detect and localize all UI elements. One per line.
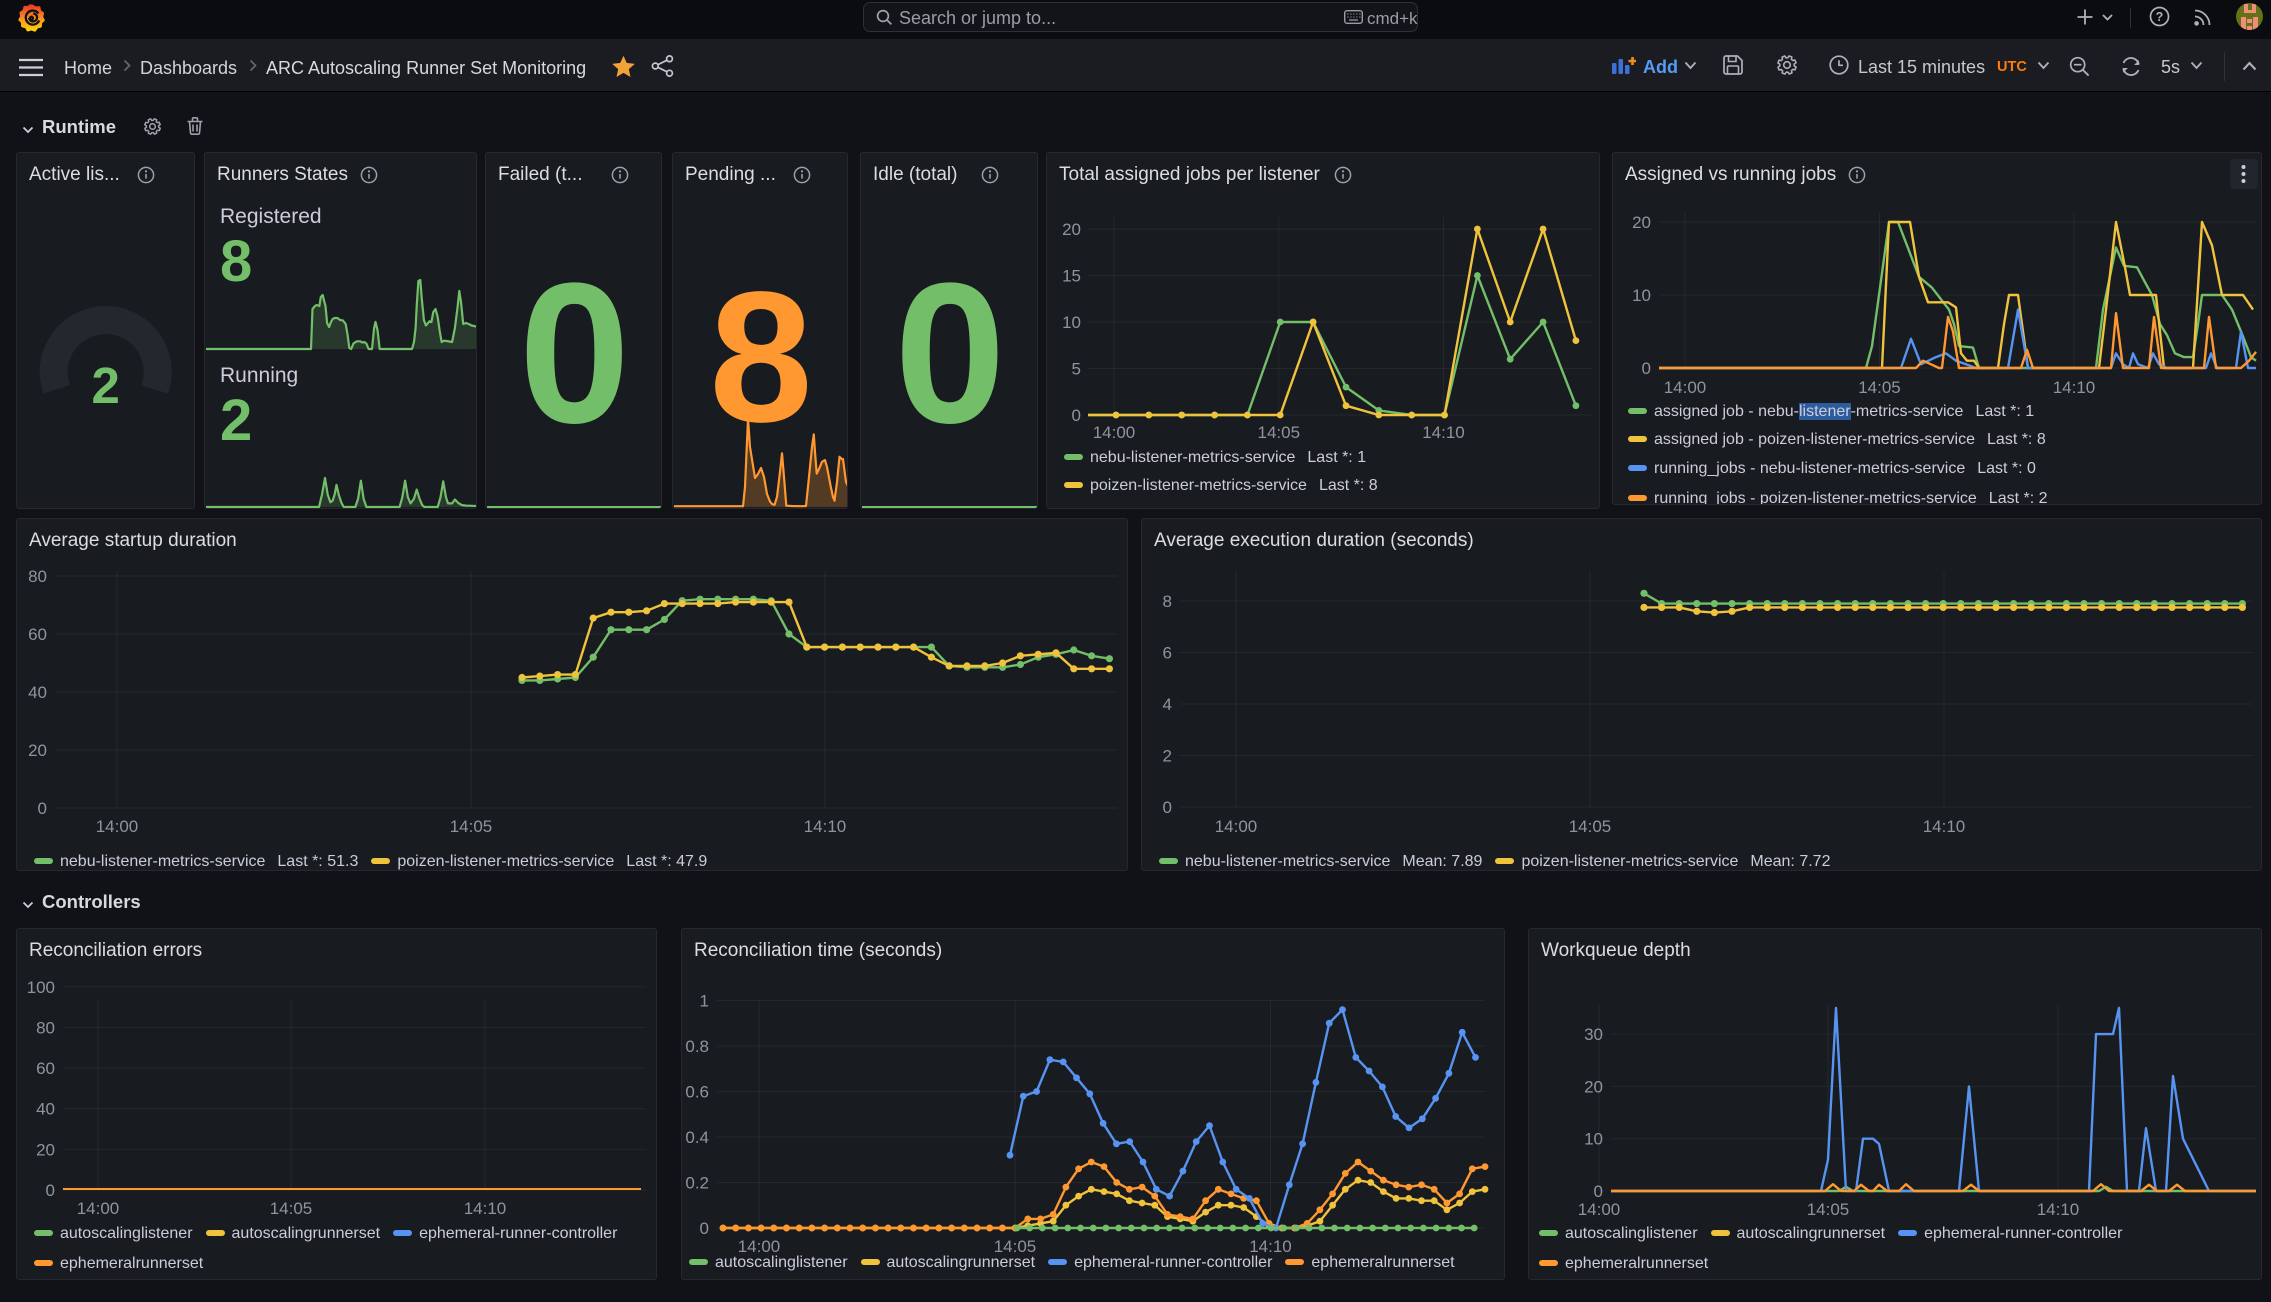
svg-text:0.8: 0.8 xyxy=(685,1037,709,1056)
svg-text:4: 4 xyxy=(1163,695,1172,714)
svg-text:10: 10 xyxy=(1632,286,1651,305)
svg-text:0: 0 xyxy=(38,799,47,818)
svg-text:0: 0 xyxy=(46,1181,55,1200)
svg-text:20: 20 xyxy=(1632,213,1651,232)
svg-text:20: 20 xyxy=(36,1140,55,1159)
svg-text:14:00: 14:00 xyxy=(96,817,139,836)
svg-text:10: 10 xyxy=(1584,1130,1603,1149)
svg-text:14:10: 14:10 xyxy=(1923,817,1966,836)
svg-text:20: 20 xyxy=(1584,1077,1603,1096)
svg-text:14:00: 14:00 xyxy=(1093,423,1136,442)
svg-text:14:00: 14:00 xyxy=(738,1237,781,1256)
svg-text:10: 10 xyxy=(1062,313,1081,332)
svg-text:30: 30 xyxy=(1584,1025,1603,1044)
svg-text:1: 1 xyxy=(700,992,709,1011)
svg-text:8: 8 xyxy=(1163,592,1172,611)
svg-text:80: 80 xyxy=(36,1018,55,1037)
svg-text:14:00: 14:00 xyxy=(1578,1200,1621,1219)
svg-text:60: 60 xyxy=(36,1059,55,1078)
svg-text:2: 2 xyxy=(1163,747,1172,766)
svg-text:2: 2 xyxy=(92,357,120,414)
svg-text:14:05: 14:05 xyxy=(994,1237,1037,1256)
svg-text:0: 0 xyxy=(1163,798,1172,817)
svg-text:20: 20 xyxy=(1062,220,1081,239)
svg-text:14:00: 14:00 xyxy=(1215,817,1258,836)
svg-text:0: 0 xyxy=(519,242,630,465)
svg-text:14:10: 14:10 xyxy=(1422,423,1465,442)
svg-text:14:05: 14:05 xyxy=(1807,1200,1850,1219)
svg-text:14:10: 14:10 xyxy=(804,817,847,836)
svg-text:14:00: 14:00 xyxy=(77,1199,120,1218)
svg-text:0: 0 xyxy=(1642,359,1651,378)
svg-text:14:10: 14:10 xyxy=(2053,378,2096,397)
svg-text:5: 5 xyxy=(1072,360,1081,379)
svg-text:14:05: 14:05 xyxy=(450,817,493,836)
svg-text:0: 0 xyxy=(894,242,1005,465)
svg-text:0: 0 xyxy=(1594,1182,1603,1201)
svg-text:100: 100 xyxy=(27,978,55,997)
svg-text:20: 20 xyxy=(28,741,47,760)
svg-text:14:05: 14:05 xyxy=(1258,423,1301,442)
svg-text:0.4: 0.4 xyxy=(685,1128,709,1147)
svg-text:14:10: 14:10 xyxy=(464,1199,507,1218)
svg-text:0: 0 xyxy=(700,1219,709,1238)
svg-text:0: 0 xyxy=(1072,406,1081,425)
svg-text:60: 60 xyxy=(28,625,47,644)
svg-text:0.6: 0.6 xyxy=(685,1083,709,1102)
svg-text:14:05: 14:05 xyxy=(1858,378,1901,397)
svg-text:40: 40 xyxy=(28,683,47,702)
svg-text:?: ? xyxy=(2156,10,2164,24)
svg-text:0.2: 0.2 xyxy=(685,1174,709,1193)
svg-text:80: 80 xyxy=(28,567,47,586)
svg-text:14:10: 14:10 xyxy=(1249,1237,1292,1256)
svg-text:15: 15 xyxy=(1062,267,1081,286)
svg-text:14:05: 14:05 xyxy=(1569,817,1612,836)
svg-text:14:10: 14:10 xyxy=(2037,1200,2080,1219)
svg-text:14:05: 14:05 xyxy=(270,1199,313,1218)
svg-text:14:00: 14:00 xyxy=(1664,378,1707,397)
svg-text:8: 8 xyxy=(709,254,812,461)
svg-text:40: 40 xyxy=(36,1100,55,1119)
svg-text:6: 6 xyxy=(1163,644,1172,663)
